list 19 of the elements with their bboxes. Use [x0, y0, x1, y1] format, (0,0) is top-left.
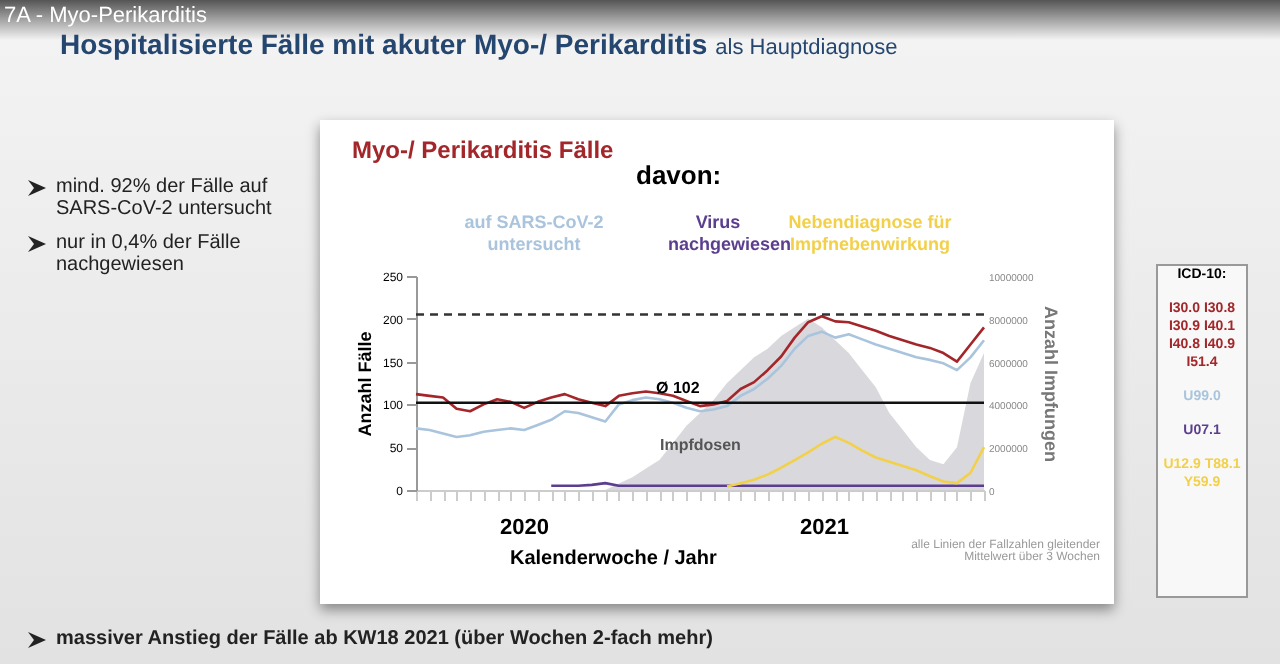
- chart-title: Hospitalisierte Fälle mit akuter Myo-/ Perikarditis: [60, 28, 708, 60]
- series-label: Impfdosen: [660, 436, 741, 454]
- text: nur in 0,4% der Fälle nachgewiesen: [54, 232, 243, 276]
- text: Virus nachgewiesen: [668, 212, 792, 256]
- chart-subtitle: als Hauptdiagnose: [715, 36, 898, 60]
- line-series: [414, 314, 986, 413]
- text: mind. 92% der Fälle auf SARS-CoV-2 untersucht: [54, 176, 274, 220]
- y-axis-title: Anzahl Fälle: [354, 331, 375, 437]
- x-axis-title: Kalenderwoche / Jahr: [510, 548, 717, 570]
- text: 7A - Myo-Perikarditis: [4, 4, 207, 28]
- text: auf SARS-CoV-2 untersucht: [464, 212, 604, 256]
- text: davon:: [636, 160, 722, 190]
- text: 2021: [800, 516, 849, 540]
- text: massiver Anstieg der Fälle ab KW18 2021 (über Wochen 2-fach mehr): [54, 628, 715, 650]
- ref-line-label: Ø 102: [656, 378, 701, 397]
- text: 2020: [500, 516, 549, 540]
- line-series: [414, 330, 986, 439]
- y2-axis-title: Anzahl Impfungen: [1041, 306, 1062, 462]
- text: Myo-/ Perikarditis Fälle: [352, 136, 616, 164]
